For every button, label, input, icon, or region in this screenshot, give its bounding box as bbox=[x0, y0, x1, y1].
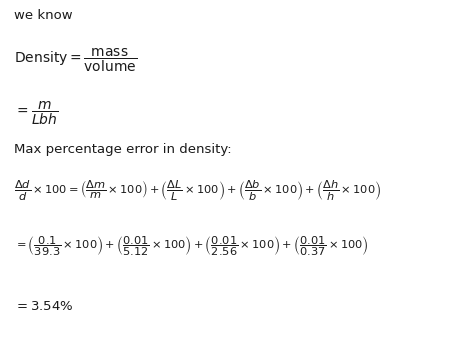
Text: $= 3.54\%$: $= 3.54\%$ bbox=[14, 300, 74, 313]
Text: $= \dfrac{m}{Lbh}$: $= \dfrac{m}{Lbh}$ bbox=[14, 99, 59, 127]
Text: $\mathrm{Density} = \dfrac{\mathrm{mass}}{\mathrm{volume}}$: $\mathrm{Density} = \dfrac{\mathrm{mass}… bbox=[14, 47, 137, 74]
Text: $= \left(\dfrac{0.1}{39.3} \times 100\right) + \left(\dfrac{0.01}{5.12} \times 1: $= \left(\dfrac{0.1}{39.3} \times 100\ri… bbox=[14, 234, 369, 258]
Text: $\dfrac{\Delta d}{d} \times 100 = \left(\dfrac{\Delta m}{m} \times 100\right) + : $\dfrac{\Delta d}{d} \times 100 = \left(… bbox=[14, 178, 382, 203]
Text: Max percentage error in density:: Max percentage error in density: bbox=[14, 144, 232, 156]
Text: we know: we know bbox=[14, 9, 73, 22]
